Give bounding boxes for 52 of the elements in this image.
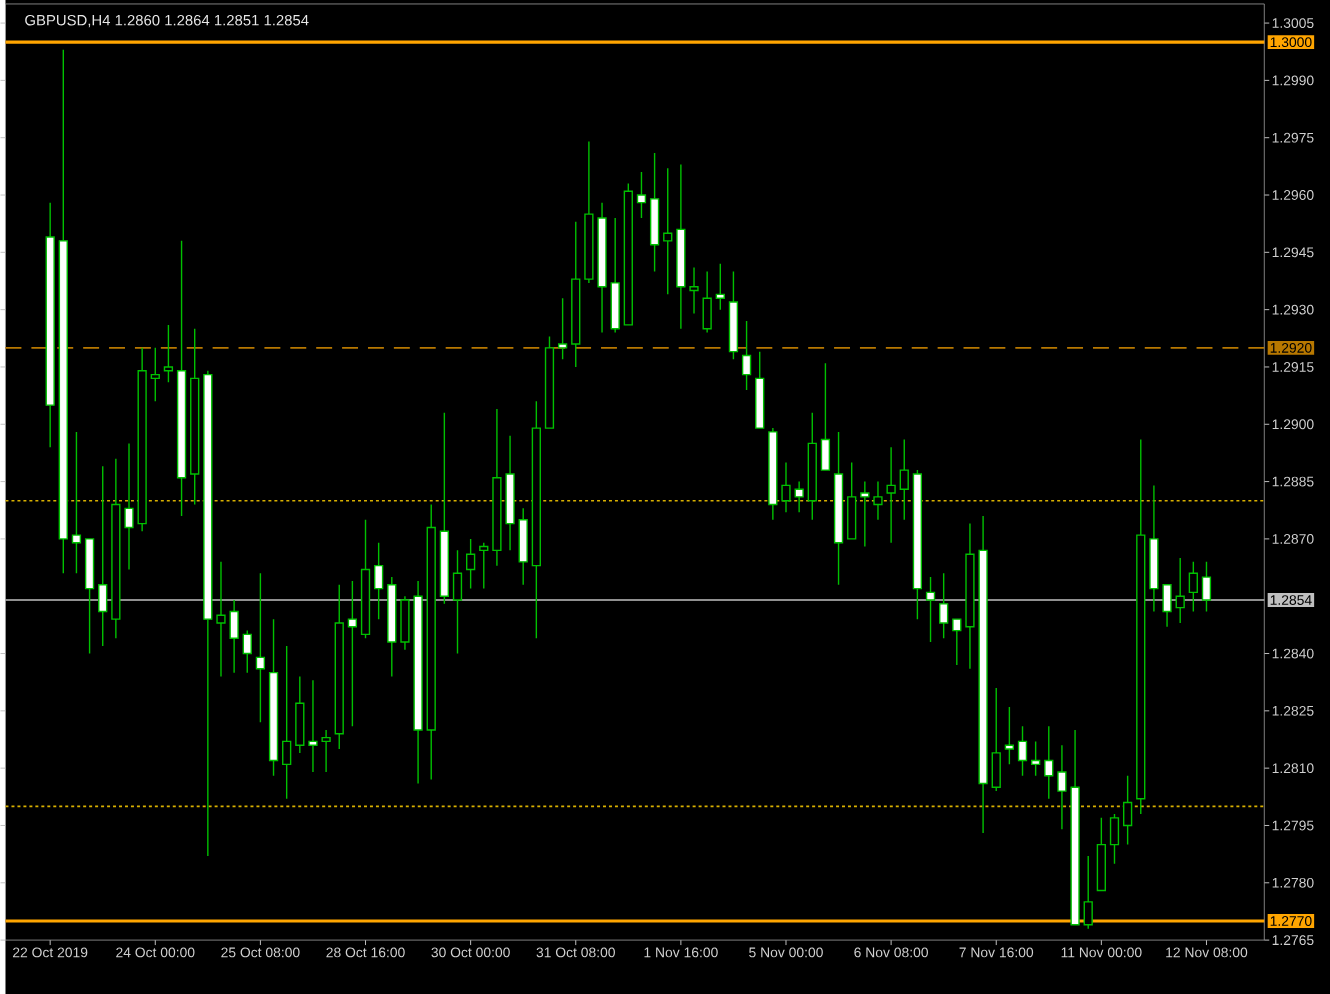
candlestick — [886, 446, 896, 544]
candlestick — [439, 412, 449, 605]
candlestick — [1096, 817, 1106, 892]
candlestick — [873, 480, 883, 521]
candlestick — [610, 217, 620, 334]
candlestick — [360, 519, 371, 639]
candlestick — [1188, 561, 1198, 613]
candlestick — [374, 542, 384, 620]
candlestick — [912, 469, 923, 620]
candlestick — [242, 629, 252, 674]
candlestick — [111, 458, 121, 639]
candlestick — [334, 584, 344, 750]
candlestick — [820, 362, 831, 471]
candlestick — [899, 438, 909, 521]
candlestick — [860, 480, 870, 548]
candlestick — [755, 351, 765, 429]
candlestick — [531, 400, 541, 639]
candlestick — [807, 412, 817, 521]
candlestick — [387, 576, 397, 678]
candlestick — [1017, 725, 1028, 777]
candlestick — [124, 442, 134, 571]
candlestick — [45, 202, 55, 448]
candlestick — [833, 431, 844, 586]
candlestick — [991, 687, 1001, 792]
candlestick — [623, 182, 633, 326]
candlestick — [452, 549, 463, 655]
candlestick — [268, 618, 279, 777]
candlestick — [649, 152, 660, 273]
candlestick — [1136, 438, 1146, 815]
candlestick — [1201, 561, 1212, 613]
candlestick — [768, 427, 778, 521]
candlestick — [58, 49, 68, 575]
candlestick — [84, 538, 95, 655]
candlestick — [203, 370, 213, 857]
candlestick — [426, 503, 436, 781]
candlestick — [544, 335, 555, 429]
candlestick — [571, 221, 581, 368]
candlestick — [190, 328, 200, 506]
candlestick — [952, 618, 962, 666]
candlestick — [1122, 775, 1133, 846]
candlestick — [728, 270, 739, 361]
candlestick — [295, 675, 305, 754]
candlestick — [1175, 557, 1185, 624]
candlestick — [137, 347, 147, 533]
candlestick — [518, 507, 528, 586]
candlestick — [176, 240, 187, 517]
candlestick — [466, 538, 476, 590]
candlestick — [702, 270, 712, 334]
candlestick — [939, 572, 949, 639]
candlestick — [1083, 855, 1093, 930]
candlestick — [1109, 813, 1120, 865]
candlestick — [847, 461, 857, 540]
